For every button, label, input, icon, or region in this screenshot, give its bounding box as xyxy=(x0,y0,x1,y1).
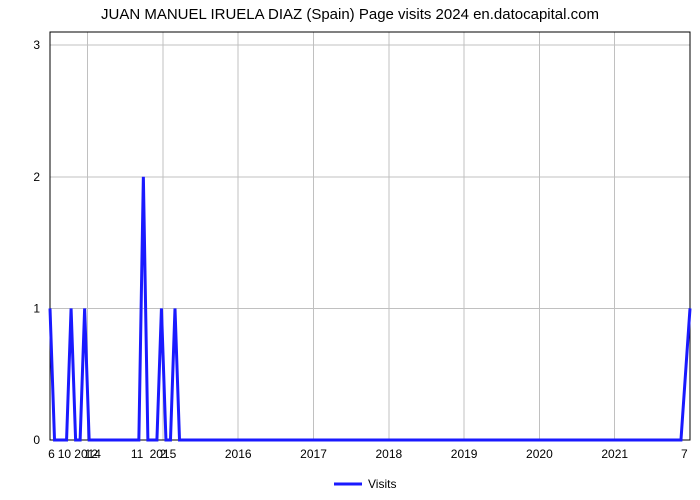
chart-svg: 0123201420152016201720182019202020216101… xyxy=(0,0,700,500)
point-label: 10 xyxy=(58,447,72,461)
x-tick-label: 2021 xyxy=(601,447,628,461)
y-tick-label: 3 xyxy=(33,38,40,52)
point-label: 6 xyxy=(48,447,55,461)
x-tick-label: 2020 xyxy=(526,447,553,461)
x-tick-label: 2017 xyxy=(300,447,327,461)
y-tick-label: 1 xyxy=(33,301,40,315)
point-label: 11 xyxy=(131,447,144,461)
legend-label: Visits xyxy=(368,477,396,491)
point-label: 12 xyxy=(85,447,99,461)
chart-container: JUAN MANUEL IRUELA DIAZ (Spain) Page vis… xyxy=(0,0,700,500)
x-tick-label: 2016 xyxy=(225,447,252,461)
point-label: 2 xyxy=(160,447,167,461)
chart-title: JUAN MANUEL IRUELA DIAZ (Spain) Page vis… xyxy=(0,6,700,23)
x-tick-label: 2019 xyxy=(451,447,478,461)
y-tick-label: 2 xyxy=(33,170,40,184)
point-label: 7 xyxy=(681,447,688,461)
y-tick-label: 0 xyxy=(33,433,40,447)
x-tick-label: 2018 xyxy=(375,447,402,461)
